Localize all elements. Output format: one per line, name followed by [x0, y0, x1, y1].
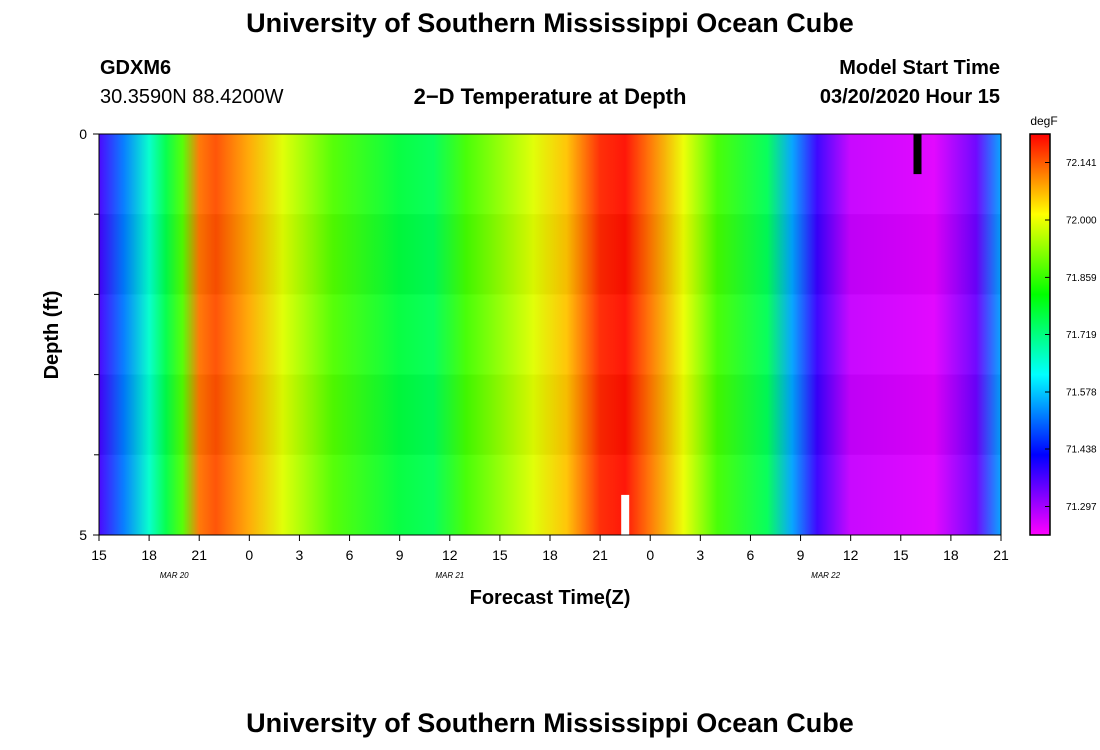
heatmap-field — [99, 134, 1001, 535]
date-label: MAR 22 — [811, 571, 840, 580]
x-tick-label: 9 — [396, 547, 404, 563]
x-tick-label: 12 — [843, 547, 859, 563]
x-tick-label: 6 — [747, 547, 755, 563]
depth-layer — [99, 294, 1001, 374]
x-tick-label: 9 — [797, 547, 805, 563]
colorbar-tick-label: 72.000 — [1066, 216, 1097, 227]
colorbar-tick-label: 71.578 — [1066, 388, 1097, 399]
colorbar-tick-label: 71.297 — [1066, 502, 1097, 513]
colorbar-tick-label: 71.859 — [1066, 273, 1097, 284]
x-tick-label: 6 — [346, 547, 354, 563]
y-axis-label: Depth (ft) — [41, 291, 63, 380]
depth-layer — [99, 455, 1001, 535]
x-tick-label: 15 — [492, 547, 508, 563]
x-axis-label: Forecast Time(Z) — [470, 587, 631, 609]
x-tick-label: 21 — [592, 547, 608, 563]
model-start-time: 03/20/2020 Hour 15 — [819, 86, 1000, 108]
x-tick-label: 12 — [442, 547, 458, 563]
data-artifact — [913, 134, 922, 175]
colorbar-tick-label: 71.719 — [1066, 330, 1097, 341]
station-id: GDXM6 — [100, 57, 172, 79]
x-tick-label: 3 — [696, 547, 704, 563]
x-tick-label: 15 — [893, 547, 909, 563]
x-tick-label: 21 — [993, 547, 1009, 563]
x-tick-label: 3 — [296, 547, 304, 563]
x-tick-label: 21 — [191, 547, 207, 563]
x-tick-label: 0 — [646, 547, 654, 563]
depth-layer — [99, 134, 1001, 214]
x-tick-label: 15 — [91, 547, 107, 563]
colorbar-unit: degF — [1030, 114, 1057, 128]
y-tick-label: 0 — [79, 126, 87, 142]
x-tick-label: 0 — [245, 547, 253, 563]
colorbar: 72.141 72.000 71.859 71.719 71.578 71.438 71.2… — [1029, 133, 1097, 536]
data-artifact — [621, 494, 630, 535]
depth-layer — [99, 375, 1001, 455]
date-label: MAR 20 — [160, 571, 189, 580]
x-tick-label: 18 — [141, 547, 157, 563]
page-title: University of Southern Mississippi Ocean… — [246, 8, 854, 38]
date-label: MAR 21 — [435, 571, 464, 580]
footer-title: University of Southern Mississippi Ocean… — [246, 708, 854, 738]
station-coordinates: 30.3590N 88.4200W — [100, 86, 284, 108]
plot-title: 2−D Temperature at Depth — [413, 84, 687, 109]
y-tick-label: 5 — [79, 527, 87, 543]
x-tick-label: 18 — [542, 547, 558, 563]
colorbar-tick-label: 71.438 — [1066, 445, 1097, 456]
model-start-label: Model Start Time — [839, 57, 1000, 79]
x-tick-label: 18 — [943, 547, 959, 563]
colorbar-tick-label: 72.141 — [1066, 158, 1097, 169]
depth-layer — [99, 214, 1001, 294]
